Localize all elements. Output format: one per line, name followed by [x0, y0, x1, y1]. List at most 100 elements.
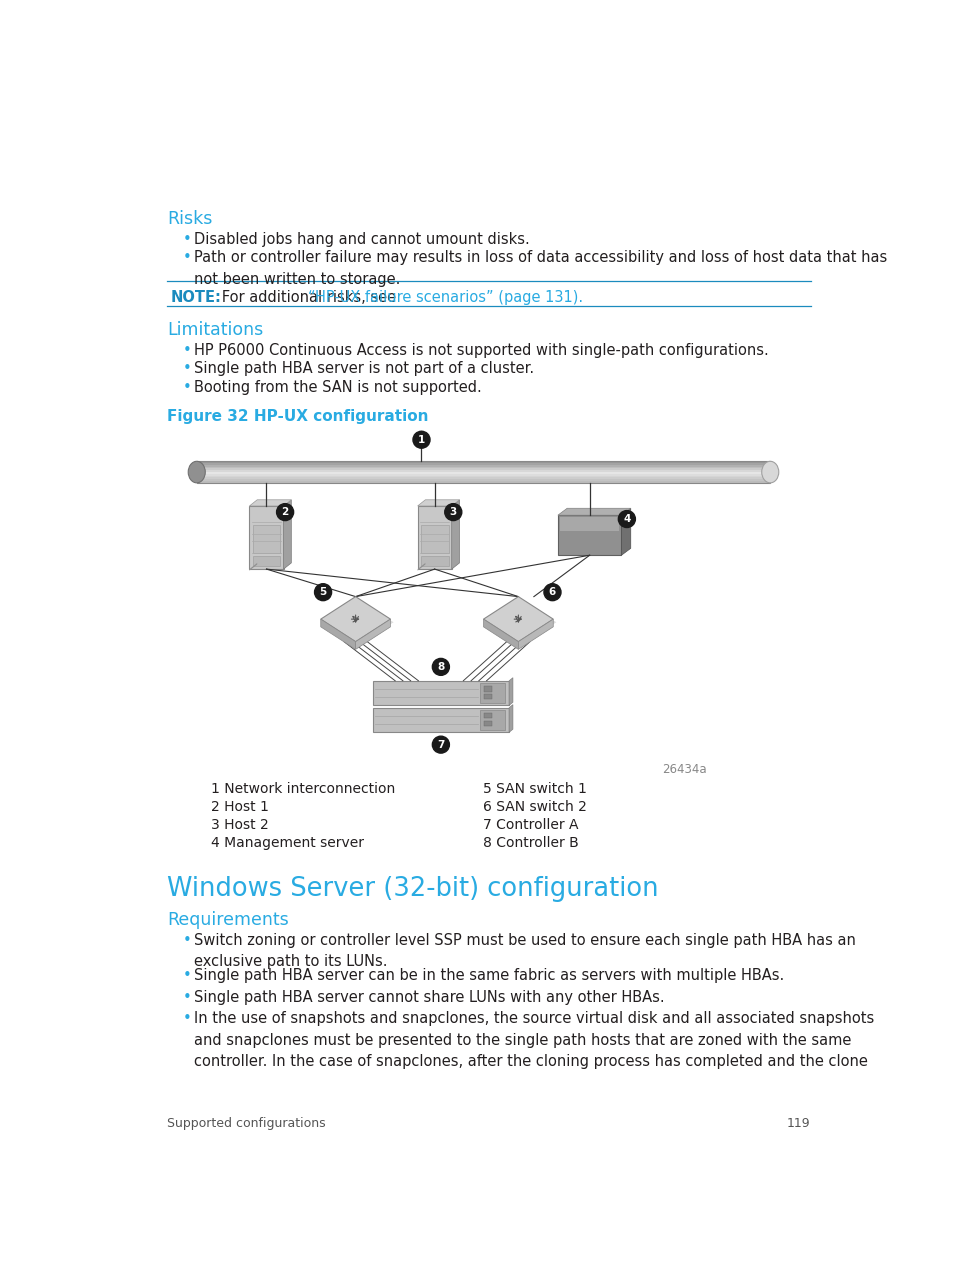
- Polygon shape: [283, 500, 291, 569]
- Bar: [420, 557, 448, 566]
- Text: 1 Network interconnection: 1 Network interconnection: [211, 783, 395, 797]
- Bar: [196, 480, 769, 483]
- Bar: [196, 472, 769, 474]
- Text: 26434a: 26434a: [661, 763, 705, 777]
- Text: 2 Host 1: 2 Host 1: [211, 799, 269, 815]
- Polygon shape: [486, 600, 556, 644]
- Polygon shape: [417, 563, 425, 571]
- Polygon shape: [417, 500, 459, 506]
- Text: Single path HBA server is not part of a cluster.: Single path HBA server is not part of a …: [193, 361, 534, 376]
- Bar: [559, 517, 618, 531]
- Polygon shape: [509, 704, 513, 732]
- Polygon shape: [620, 508, 630, 555]
- Text: 5: 5: [319, 587, 326, 597]
- Text: •: •: [183, 250, 192, 266]
- Bar: [253, 525, 280, 553]
- Ellipse shape: [760, 461, 778, 483]
- Text: 3: 3: [449, 507, 456, 517]
- Text: Path or controller failure may results in loss of data accessibility and loss of: Path or controller failure may results i…: [193, 250, 886, 287]
- Bar: [373, 708, 509, 732]
- Text: 8 Controller B: 8 Controller B: [483, 835, 578, 849]
- Polygon shape: [249, 500, 291, 506]
- Bar: [484, 713, 492, 718]
- Polygon shape: [517, 619, 553, 649]
- Bar: [249, 506, 283, 569]
- Bar: [558, 515, 620, 555]
- Text: •: •: [183, 990, 192, 1004]
- Text: Risks: Risks: [167, 210, 213, 229]
- Text: 4 Management server: 4 Management server: [211, 835, 363, 849]
- Text: Switch zoning or controller level SSP must be used to ensure each single path HB: Switch zoning or controller level SSP mu…: [193, 933, 855, 969]
- Bar: [196, 463, 769, 465]
- Circle shape: [314, 583, 332, 601]
- Bar: [196, 461, 769, 463]
- Circle shape: [444, 503, 461, 521]
- Polygon shape: [320, 596, 390, 642]
- Text: •: •: [183, 361, 192, 376]
- Text: 6 SAN switch 2: 6 SAN switch 2: [483, 799, 587, 815]
- Bar: [479, 683, 505, 703]
- Text: 3 Host 2: 3 Host 2: [211, 817, 268, 831]
- Polygon shape: [558, 508, 630, 515]
- Text: 119: 119: [786, 1117, 810, 1130]
- Text: Requirements: Requirements: [167, 911, 289, 929]
- Polygon shape: [249, 563, 257, 571]
- Circle shape: [413, 431, 430, 449]
- Text: •: •: [183, 933, 192, 947]
- Bar: [484, 694, 492, 699]
- Text: 8: 8: [436, 662, 444, 672]
- Bar: [417, 506, 452, 569]
- Bar: [373, 681, 509, 705]
- Bar: [253, 557, 280, 566]
- Text: •: •: [183, 343, 192, 357]
- Bar: [484, 686, 492, 691]
- Text: Single path HBA server cannot share LUNs with any other HBAs.: Single path HBA server cannot share LUNs…: [193, 990, 663, 1004]
- Bar: [196, 479, 769, 480]
- Bar: [196, 469, 769, 470]
- Polygon shape: [323, 600, 394, 644]
- Polygon shape: [483, 596, 553, 642]
- Bar: [196, 466, 769, 469]
- Bar: [479, 710, 505, 730]
- Bar: [196, 478, 769, 479]
- Text: 6: 6: [548, 587, 556, 597]
- Polygon shape: [355, 619, 390, 649]
- Circle shape: [543, 583, 560, 601]
- Bar: [196, 470, 769, 472]
- Bar: [196, 475, 769, 478]
- Bar: [484, 721, 492, 726]
- Text: •: •: [183, 380, 192, 395]
- Text: Figure 32 HP-UX configuration: Figure 32 HP-UX configuration: [167, 409, 428, 425]
- Text: 4: 4: [622, 513, 630, 524]
- Text: Disabled jobs hang and cannot umount disks.: Disabled jobs hang and cannot umount dis…: [193, 231, 529, 247]
- Bar: [196, 461, 769, 483]
- Circle shape: [432, 736, 449, 754]
- Text: 1: 1: [417, 435, 425, 445]
- Text: NOTE:: NOTE:: [171, 290, 221, 305]
- Text: 5 SAN switch 1: 5 SAN switch 1: [483, 783, 587, 797]
- Circle shape: [618, 511, 635, 527]
- Polygon shape: [483, 619, 517, 649]
- Polygon shape: [320, 619, 355, 649]
- Text: •: •: [183, 1010, 192, 1026]
- Text: Booting from the SAN is not supported.: Booting from the SAN is not supported.: [193, 380, 481, 395]
- Text: Limitations: Limitations: [167, 322, 263, 339]
- Text: Windows Server (32-bit) configuration: Windows Server (32-bit) configuration: [167, 876, 659, 902]
- Bar: [196, 465, 769, 466]
- Circle shape: [432, 658, 449, 675]
- Ellipse shape: [188, 461, 205, 483]
- Text: 2: 2: [281, 507, 289, 517]
- Text: Single path HBA server can be in the same fabric as servers with multiple HBAs.: Single path HBA server can be in the sam…: [193, 969, 783, 982]
- Text: •: •: [183, 231, 192, 247]
- Text: In the use of snapshots and snapclones, the source virtual disk and all associat: In the use of snapshots and snapclones, …: [193, 1010, 873, 1069]
- Bar: [420, 525, 448, 553]
- Text: For additional risks, see: For additional risks, see: [208, 290, 400, 305]
- Text: 7 Controller A: 7 Controller A: [483, 817, 578, 831]
- Polygon shape: [452, 500, 459, 569]
- Bar: [196, 474, 769, 475]
- Text: 7: 7: [436, 740, 444, 750]
- Text: HP P6000 Continuous Access is not supported with single-path configurations.: HP P6000 Continuous Access is not suppor…: [193, 343, 767, 357]
- Polygon shape: [509, 677, 513, 705]
- Text: Supported configurations: Supported configurations: [167, 1117, 326, 1130]
- Text: “HP-UX failure scenarios” (page 131).: “HP-UX failure scenarios” (page 131).: [308, 290, 583, 305]
